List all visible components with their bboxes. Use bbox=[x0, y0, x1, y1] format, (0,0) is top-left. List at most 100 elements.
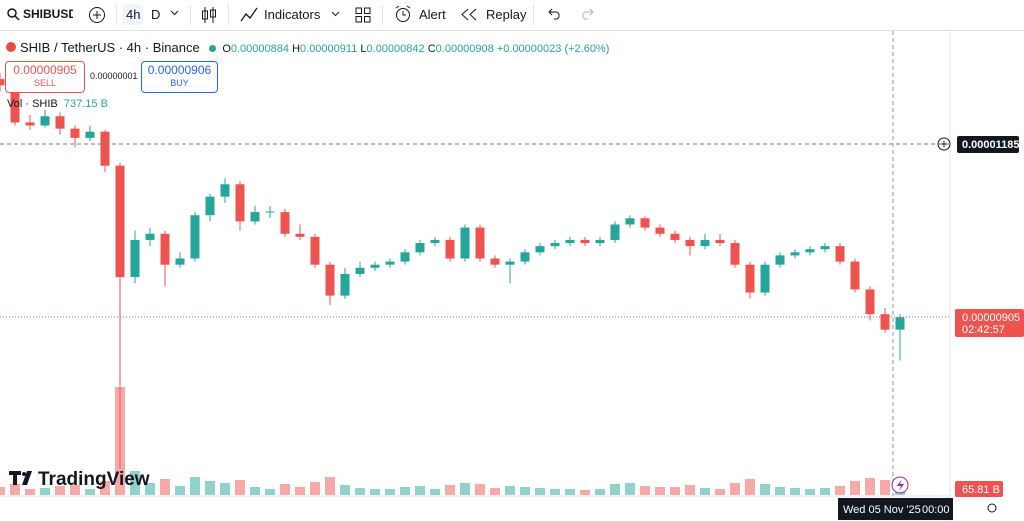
redo-button[interactable] bbox=[580, 8, 594, 20]
candle-body bbox=[685, 239, 695, 247]
c-value: 0.00000908 bbox=[435, 43, 494, 55]
candle-body bbox=[115, 165, 125, 278]
candle-body bbox=[145, 233, 155, 240]
o-key: O bbox=[222, 43, 231, 55]
volume-bar bbox=[565, 489, 575, 495]
volume-bar bbox=[595, 489, 605, 495]
replay-button[interactable]: Replay bbox=[486, 7, 527, 22]
h-key: H bbox=[292, 43, 301, 55]
separator bbox=[533, 5, 534, 25]
last-price-bg bbox=[955, 309, 1024, 337]
undo-button[interactable] bbox=[548, 8, 562, 20]
buy-price: 0.00000906 bbox=[147, 63, 212, 77]
volume-bar bbox=[790, 488, 800, 495]
volume-bar bbox=[160, 479, 170, 495]
volume-bar bbox=[775, 487, 785, 495]
candle-body bbox=[730, 243, 740, 265]
sell-button[interactable]: 0.00000905 SELL bbox=[5, 61, 85, 93]
volume-bar bbox=[235, 480, 245, 495]
volume-bar bbox=[55, 486, 65, 495]
candle-body bbox=[655, 227, 665, 234]
candle-body bbox=[445, 239, 455, 259]
candle-body bbox=[220, 184, 230, 197]
candle-body bbox=[760, 264, 770, 293]
market-status bbox=[209, 45, 217, 52]
indicators-button[interactable]: Indicators bbox=[264, 7, 321, 22]
events-icon bbox=[897, 479, 904, 491]
chart-type-button[interactable] bbox=[200, 5, 218, 25]
logo-mark bbox=[9, 471, 32, 485]
candle-body bbox=[475, 227, 485, 259]
volume-bar bbox=[415, 486, 425, 495]
volume-bar bbox=[10, 484, 20, 495]
coin-icon bbox=[6, 42, 16, 52]
indicators-dropdown[interactable] bbox=[331, 11, 340, 17]
layouts-button[interactable] bbox=[355, 7, 371, 23]
indicators-icon[interactable] bbox=[240, 5, 258, 23]
candle-body bbox=[430, 239, 440, 244]
interval-dropdown[interactable] bbox=[170, 10, 179, 16]
alert-icon[interactable] bbox=[394, 5, 412, 23]
logo: TradingView bbox=[9, 469, 150, 490]
volume-bar bbox=[130, 471, 140, 495]
vol-key: Vol · SHIB bbox=[7, 98, 58, 110]
buy-label: BUY bbox=[170, 78, 189, 88]
candle-body bbox=[40, 116, 50, 126]
candle-body bbox=[535, 246, 545, 253]
volume-bar bbox=[880, 480, 890, 495]
o-value: 0.00000884 bbox=[230, 43, 289, 55]
settings-button[interactable] bbox=[987, 503, 997, 513]
candle-body bbox=[280, 212, 290, 234]
volume-bar bbox=[535, 488, 545, 495]
separator bbox=[190, 5, 191, 25]
replay-icon[interactable] bbox=[460, 8, 478, 21]
volume-bar bbox=[715, 489, 725, 495]
candle-body bbox=[640, 218, 650, 228]
separator bbox=[116, 5, 117, 25]
volume-bar bbox=[505, 486, 515, 495]
candle-body bbox=[700, 239, 710, 247]
crosshair-add-icon bbox=[941, 141, 947, 147]
legend-symbol: SHIB / TetherUS · 4h · Binance bbox=[20, 40, 200, 55]
crosshair-add-button[interactable] bbox=[937, 137, 951, 151]
volume-bar bbox=[745, 479, 755, 495]
candle-body bbox=[250, 212, 260, 222]
volume-bar bbox=[385, 489, 395, 495]
volume-bar bbox=[100, 481, 110, 495]
legend: SHIB / TetherUS · 4h · Binance O0.000008… bbox=[6, 40, 609, 55]
candle-body bbox=[880, 314, 890, 330]
vol-value: 737.15 B bbox=[63, 98, 108, 110]
interval-d[interactable]: D bbox=[151, 7, 161, 22]
candle-body bbox=[580, 239, 590, 244]
volume-bar bbox=[430, 489, 440, 495]
candle-body bbox=[715, 239, 725, 244]
candle-body bbox=[190, 215, 200, 259]
crosshair-date-bg bbox=[838, 498, 953, 520]
volume-bar bbox=[280, 484, 290, 495]
compare-button[interactable] bbox=[88, 6, 106, 24]
candle-body bbox=[70, 128, 80, 138]
volume-bar bbox=[835, 486, 845, 495]
sell-label: SELL bbox=[33, 78, 57, 88]
candle-body bbox=[25, 122, 35, 126]
c-key: C bbox=[427, 43, 436, 55]
candle-body bbox=[565, 239, 575, 244]
volume-bar bbox=[400, 487, 410, 495]
volume-bar bbox=[175, 486, 185, 495]
symbol-search[interactable]: SHIBUSDT bbox=[23, 7, 73, 21]
alert-button[interactable]: Alert bbox=[419, 7, 446, 22]
candle-body bbox=[0, 79, 5, 86]
h-value: 0.00000911 bbox=[300, 43, 358, 55]
candle-body bbox=[370, 264, 380, 268]
candle-body bbox=[595, 239, 605, 244]
candles bbox=[0, 72, 905, 469]
candle-body bbox=[850, 261, 860, 290]
buy-button[interactable]: 0.00000906 BUY bbox=[141, 61, 218, 93]
volume-bar bbox=[670, 487, 680, 495]
interval-4h[interactable]: 4h bbox=[123, 4, 144, 25]
crosshair-price-bg bbox=[957, 136, 1019, 153]
volume-bar bbox=[265, 489, 275, 495]
volume-bar bbox=[190, 477, 200, 495]
candle-body bbox=[805, 249, 815, 253]
